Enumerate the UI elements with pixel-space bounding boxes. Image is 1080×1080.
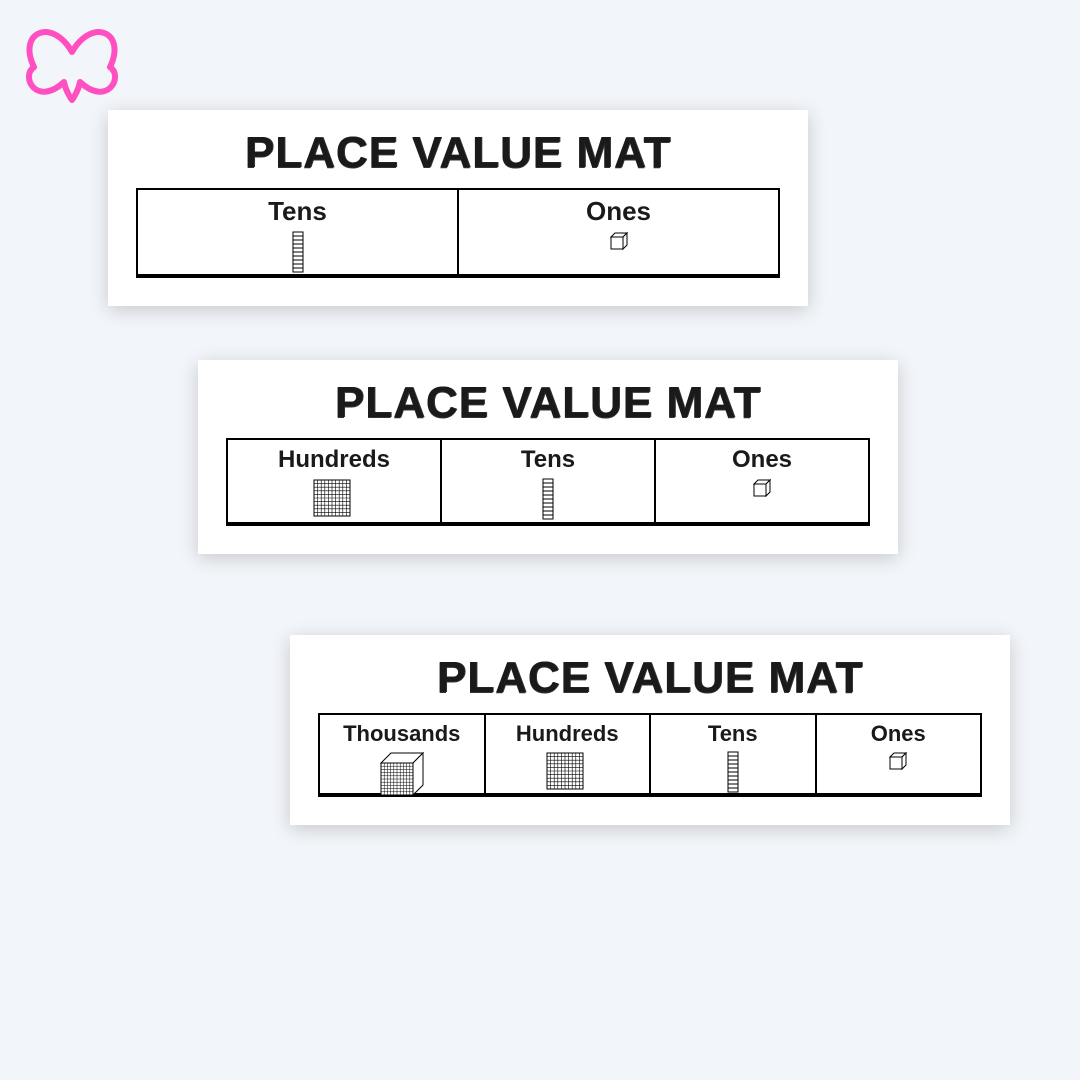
column-label: Tens bbox=[446, 446, 650, 474]
place-value-mat-card-4col: PLACE VALUE MAT Thousands bbox=[290, 635, 1010, 825]
column-label: Ones bbox=[463, 196, 774, 227]
column-tens: Tens bbox=[440, 440, 654, 524]
column-ones: Ones bbox=[654, 440, 868, 524]
place-value-grid: Thousands bbox=[318, 713, 982, 797]
column-label: Ones bbox=[821, 721, 977, 747]
column-label: Ones bbox=[660, 446, 864, 474]
column-header: Thousands bbox=[320, 715, 484, 795]
column-thousands: Thousands bbox=[320, 715, 484, 795]
column-header: Ones bbox=[459, 190, 778, 276]
column-hundreds: Hundreds bbox=[228, 440, 440, 524]
column-label: Hundreds bbox=[232, 446, 436, 474]
column-tens: Tens bbox=[649, 715, 815, 795]
hundreds-flat-icon bbox=[312, 478, 356, 518]
card-title: PLACE VALUE MAT bbox=[136, 128, 780, 178]
ones-cube-icon bbox=[750, 478, 774, 498]
ones-cube-icon bbox=[607, 231, 631, 251]
place-value-mat-card-2col: PLACE VALUE MAT Tens Ones bbox=[108, 110, 808, 306]
column-header: Ones bbox=[817, 715, 981, 795]
column-label: Hundreds bbox=[490, 721, 646, 747]
column-label: Tens bbox=[142, 196, 453, 227]
column-header: Tens bbox=[138, 190, 457, 276]
tens-rod-icon bbox=[727, 751, 739, 793]
column-header: Hundreds bbox=[228, 440, 440, 524]
ones-cube-icon bbox=[886, 751, 910, 771]
column-ones: Ones bbox=[457, 190, 778, 276]
tens-rod-icon bbox=[292, 231, 304, 273]
card-title: PLACE VALUE MAT bbox=[318, 653, 982, 703]
column-label: Thousands bbox=[324, 721, 480, 747]
column-tens: Tens bbox=[138, 190, 457, 276]
card-title: PLACE VALUE MAT bbox=[226, 378, 870, 428]
place-value-grid: Hundreds Tens bbox=[226, 438, 870, 526]
hundreds-flat-icon bbox=[545, 751, 589, 791]
column-label: Tens bbox=[655, 721, 811, 747]
place-value-grid: Tens Ones bbox=[136, 188, 780, 278]
column-hundreds: Hundreds bbox=[484, 715, 650, 795]
column-header: Tens bbox=[442, 440, 654, 524]
butterfly-logo-icon bbox=[22, 22, 122, 112]
column-header: Tens bbox=[651, 715, 815, 795]
place-value-mat-card-3col: PLACE VALUE MAT Hundreds bbox=[198, 360, 898, 554]
column-ones: Ones bbox=[815, 715, 981, 795]
thousands-cube-icon bbox=[377, 751, 427, 797]
tens-rod-icon bbox=[542, 478, 554, 520]
column-header: Hundreds bbox=[486, 715, 650, 795]
column-header: Ones bbox=[656, 440, 868, 524]
